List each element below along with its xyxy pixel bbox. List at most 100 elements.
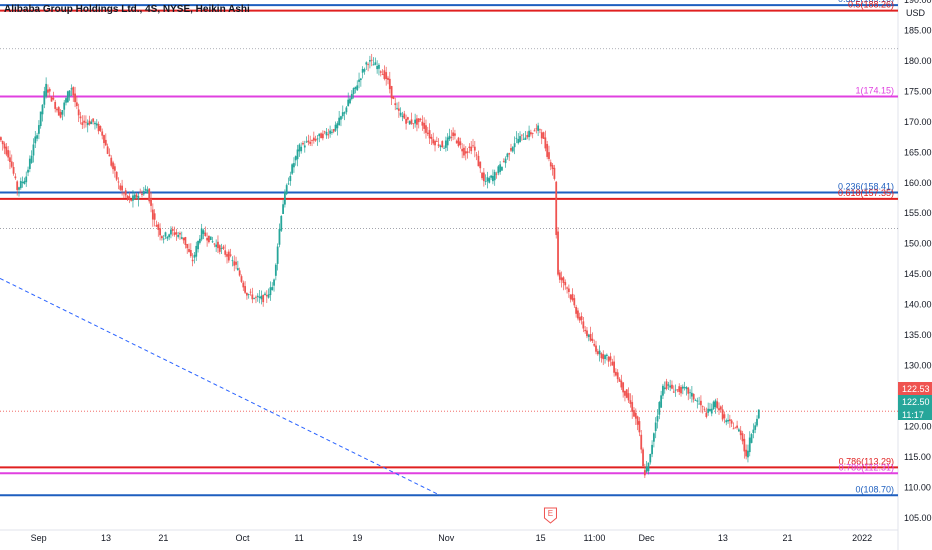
candle-body	[168, 234, 171, 238]
candle-body	[271, 287, 274, 291]
candle-body	[533, 130, 536, 132]
candle-body	[504, 158, 507, 164]
candle-body	[86, 122, 89, 126]
fib-level-label: 0.5(188.26)	[848, 0, 894, 10]
y-tick-label: 190.00	[904, 0, 932, 5]
candle-body	[463, 147, 465, 156]
candle-body	[332, 129, 335, 132]
candle-body	[206, 237, 209, 241]
candle-body	[307, 140, 310, 143]
candle-body	[502, 161, 505, 162]
candle-body	[747, 450, 749, 458]
candle-body	[416, 118, 418, 125]
fib-level-label: 1(174.15)	[855, 86, 894, 96]
candle-body	[685, 387, 688, 390]
candle-body	[287, 183, 290, 185]
candle-body	[470, 146, 473, 152]
candle-body	[441, 141, 444, 148]
candle-body	[37, 125, 40, 134]
x-tick-label: Dec	[639, 533, 656, 543]
candle-body	[247, 294, 250, 295]
candle-body	[486, 177, 489, 182]
candle-body	[242, 282, 245, 288]
candle-body	[419, 118, 422, 120]
candle-body	[1, 141, 4, 145]
candle-body	[170, 229, 172, 235]
candle-body	[435, 141, 438, 142]
candle-body	[139, 192, 142, 194]
candles	[0, 53, 760, 479]
candle-body	[65, 98, 67, 103]
candle-body	[338, 117, 341, 126]
candle-body	[130, 200, 133, 202]
candle-body	[32, 144, 35, 156]
candle-body	[718, 408, 720, 411]
candle-body	[642, 449, 644, 467]
candle-body	[347, 99, 350, 107]
candle-body	[633, 410, 635, 417]
candle-body	[636, 416, 639, 425]
candle-body	[356, 85, 359, 91]
candle-body	[267, 294, 270, 298]
x-tick-label: 11:00	[584, 533, 606, 543]
candle-body	[716, 401, 719, 409]
candle-body	[21, 182, 24, 184]
candle-body	[370, 59, 373, 61]
candle-body	[589, 334, 592, 341]
candle-body	[385, 72, 388, 80]
candle-body	[66, 91, 69, 103]
candle-body	[321, 133, 324, 139]
fib-level-label: 0.786(112.31)	[839, 462, 894, 472]
candle-body	[732, 428, 735, 430]
candle-body	[397, 108, 400, 111]
candle-body	[662, 385, 664, 396]
candle-body	[119, 185, 122, 190]
candle-body	[421, 121, 424, 126]
candle-body	[92, 118, 95, 122]
candle-body	[656, 415, 659, 422]
candle-body	[748, 437, 751, 453]
candle-body	[499, 164, 502, 172]
candle-body	[101, 131, 104, 136]
candle-body	[582, 321, 585, 329]
fib-level-label: 0.236(158.41)	[838, 181, 894, 191]
candle-body	[260, 295, 263, 300]
y-tick-label: 160.00	[904, 178, 932, 188]
candle-body	[388, 78, 391, 90]
chart-title: Alibaba Group Holdings Ltd., 4S, NYSE, H…	[4, 4, 250, 15]
candle-body	[432, 139, 435, 144]
fib-level-label: 0.382(189.16)	[838, 0, 894, 4]
candle-body	[598, 350, 601, 355]
candle-body	[394, 103, 397, 106]
candle-body	[213, 243, 216, 245]
candle-body	[622, 382, 625, 393]
candle-body	[602, 354, 605, 360]
candle-body	[437, 144, 440, 146]
candle-body	[560, 277, 563, 281]
candle-body	[571, 293, 574, 301]
candle-body	[320, 133, 322, 139]
candle-body	[171, 229, 174, 231]
candle-body	[752, 429, 755, 434]
candle-body	[439, 145, 442, 148]
candle-body	[392, 96, 395, 100]
candle-body	[649, 453, 652, 463]
candle-body	[61, 110, 64, 115]
candle-body	[577, 310, 579, 319]
fib-level-label: 0.786(113.29)	[839, 456, 894, 466]
candle-body	[124, 190, 127, 196]
candle-body	[327, 134, 330, 136]
candle-body	[314, 138, 317, 141]
candle-body	[443, 147, 445, 149]
candle-body	[41, 104, 44, 115]
candle-body	[345, 107, 348, 113]
candle-body	[195, 245, 198, 257]
candle-body	[81, 122, 84, 125]
candle-body	[43, 91, 46, 105]
candle-body	[83, 120, 86, 123]
candle-body	[365, 62, 368, 65]
candle-body	[457, 137, 460, 147]
candle-body	[233, 261, 236, 266]
candle-body	[750, 434, 753, 443]
